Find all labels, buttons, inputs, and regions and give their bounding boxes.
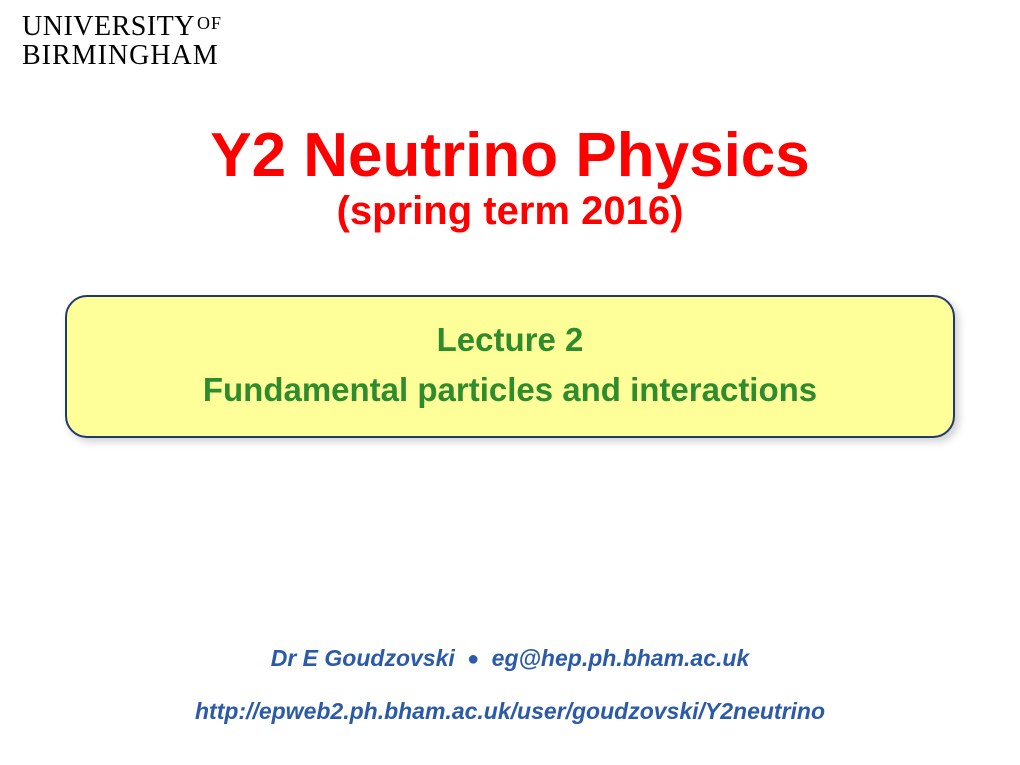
- lecture-box: Lecture 2 Fundamental particles and inte…: [65, 295, 955, 438]
- logo-line-1: UNIVERSITYOF: [22, 12, 222, 41]
- logo-of-text: OF: [197, 13, 222, 33]
- course-term: (spring term 2016): [0, 189, 1020, 234]
- title-block: Y2 Neutrino Physics (spring term 2016): [0, 120, 1020, 234]
- contact-line: Dr E Goudzovski ● eg@hep.ph.bham.ac.uk: [0, 645, 1020, 672]
- author-email: eg@hep.ph.bham.ac.uk: [492, 645, 750, 671]
- logo-birmingham-text: BIRMINGHAM: [22, 41, 222, 70]
- course-url: http://epweb2.ph.bham.ac.uk/user/goudzov…: [0, 698, 1020, 725]
- course-title: Y2 Neutrino Physics: [0, 120, 1020, 191]
- separator-dot-icon: ●: [467, 648, 479, 670]
- logo-university-text: UNIVERSITY: [22, 11, 195, 42]
- footer-block: Dr E Goudzovski ● eg@hep.ph.bham.ac.uk h…: [0, 645, 1020, 725]
- lecture-box-container: Lecture 2 Fundamental particles and inte…: [65, 295, 955, 438]
- author-name: Dr E Goudzovski: [271, 645, 455, 671]
- lecture-topic: Fundamental particles and interactions: [87, 365, 933, 415]
- lecture-number: Lecture 2: [87, 315, 933, 365]
- university-logo: UNIVERSITYOF BIRMINGHAM: [22, 12, 222, 71]
